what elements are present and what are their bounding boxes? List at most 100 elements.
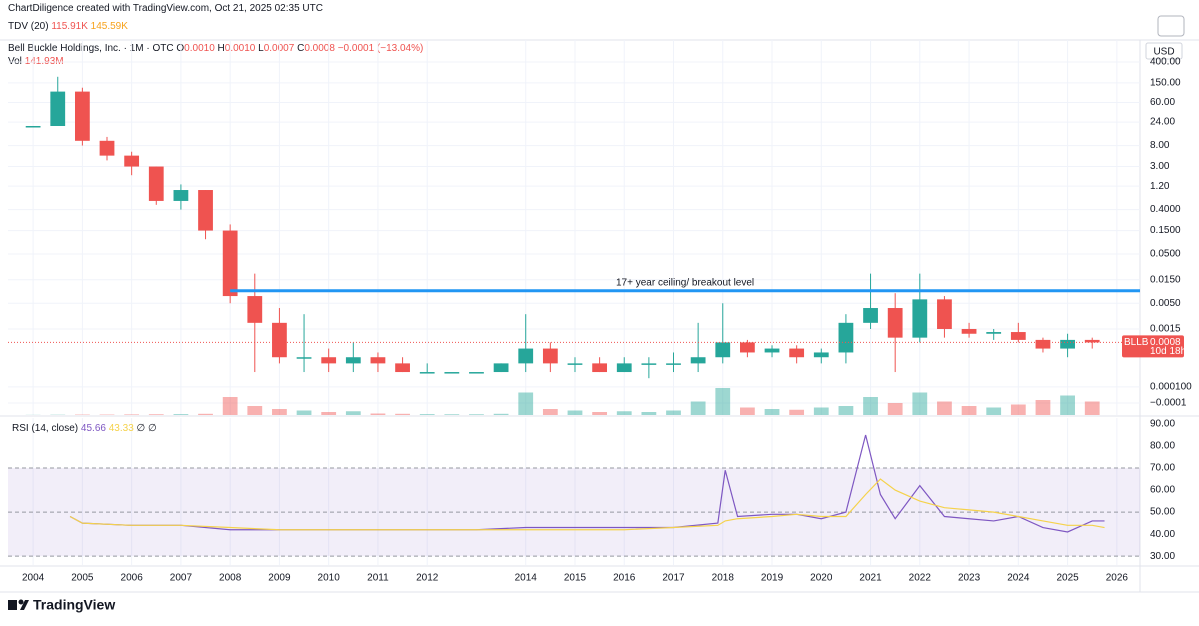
candle-body: [542, 348, 558, 364]
volume-bar: [370, 413, 386, 415]
symbol: Bell Buckle Holdings, Inc. · 1M · OTC: [8, 43, 174, 54]
candle-body: [296, 357, 312, 359]
change: −0.0001 (−13.04%): [337, 43, 424, 54]
candle-body: [961, 328, 977, 334]
candle-body: [887, 308, 903, 338]
x-tick-label: 2025: [1056, 573, 1079, 584]
x-tick-label: 2021: [859, 573, 882, 584]
y-tick-label: 400.00: [1150, 57, 1181, 68]
x-tick-label: 2018: [712, 573, 735, 584]
volume-bar: [937, 401, 952, 415]
volume-bar: [592, 412, 608, 415]
volume-bar: [986, 407, 1002, 415]
ohlc-key: C: [297, 43, 305, 54]
volume-bar: [789, 409, 805, 415]
volume-bar: [493, 413, 509, 415]
volume-bar: [469, 414, 484, 415]
volume-bar: [148, 414, 164, 415]
volume-bar: [518, 392, 534, 415]
y-tick-label: 0.0015: [1150, 324, 1181, 335]
candle-body: [641, 363, 657, 365]
volume-bar: [198, 413, 213, 415]
candle-body: [592, 363, 608, 373]
rsi-tick-label: 40.00: [1150, 529, 1175, 540]
candle-body: [74, 91, 90, 141]
fullscreen-button[interactable]: [1157, 15, 1185, 37]
y-tick-label: 0.1500: [1150, 225, 1181, 236]
x-tick-label: 2022: [909, 573, 932, 584]
volume-bar: [690, 401, 706, 415]
rsi-tick-label: 30.00: [1150, 551, 1175, 562]
candle-body: [813, 352, 829, 358]
volume-bar: [222, 397, 238, 415]
annotation: 17+ year ceiling/ breakout level: [616, 277, 754, 288]
volume-bar: [666, 410, 681, 415]
volume-bar: [173, 414, 189, 415]
candle-body: [198, 190, 213, 231]
volume-bar: [740, 407, 755, 415]
candle-body: [370, 357, 386, 364]
rsi-tick-label: 80.00: [1150, 441, 1175, 452]
candle-body: [838, 322, 854, 353]
volume-bar: [1060, 395, 1075, 415]
y-tick-label: 3.00: [1150, 161, 1170, 172]
candle-body: [419, 372, 435, 374]
x-tick-label: 2007: [170, 573, 193, 584]
candle-body: [222, 230, 238, 297]
rsi-legend-item: 43.33: [109, 423, 134, 434]
tdv-legend: TDV (20) 115.91K 145.59K: [8, 21, 128, 32]
volume-bar: [912, 392, 928, 415]
volume-bar: [542, 409, 558, 415]
rsi-legend-item: ∅: [148, 423, 157, 434]
candle-body: [690, 357, 706, 364]
last-price: 0.0008: [1150, 337, 1181, 348]
candle-body: [1084, 339, 1100, 343]
credit: ChartDiligence created with TradingView.…: [8, 3, 323, 14]
candle-body: [321, 357, 337, 364]
volume-bar: [1035, 400, 1051, 415]
candle-body: [715, 342, 731, 358]
volume-bar: [419, 414, 435, 415]
currency-box: [1145, 42, 1183, 60]
volume-bar: [1010, 404, 1026, 415]
ticker: BLLB: [1124, 337, 1149, 348]
volume-bar: [567, 410, 583, 415]
volume-bar: [444, 414, 460, 415]
x-tick-label: 2019: [761, 573, 784, 584]
y-tick-label: 150.00: [1150, 78, 1181, 89]
candle-body: [173, 190, 189, 201]
volume-bar: [1084, 401, 1100, 415]
volume-bar: [296, 410, 312, 415]
rsi-tick-label: 60.00: [1150, 485, 1175, 496]
candle-body: [863, 308, 878, 323]
candle-body: [444, 372, 460, 374]
volume-bar: [838, 406, 854, 415]
x-tick-label: 2020: [810, 573, 833, 584]
rsi-line: [69, 478, 1105, 531]
volume-bar: [616, 411, 632, 415]
y-tick-label: 1.20: [1150, 181, 1170, 192]
tdv-value: 145.59K: [90, 21, 128, 32]
y-tick-label: 60.00: [1150, 97, 1175, 108]
y-tick-label: 8.00: [1150, 140, 1170, 151]
x-tick-label: 2008: [219, 573, 242, 584]
y-tick-label: −0.0001: [1150, 398, 1187, 409]
rsi-band: [8, 468, 1140, 557]
tdv-value: 115.91K: [51, 21, 88, 32]
volume-bar: [813, 407, 829, 415]
candle-body: [272, 322, 287, 358]
x-tick-label: 2012: [416, 573, 439, 584]
candle-body: [124, 155, 140, 167]
y-tick-label: 0.0500: [1150, 249, 1181, 260]
volume-bar: [395, 413, 410, 415]
volume-bar: [715, 388, 731, 415]
y-tick-label: 0.4000: [1150, 204, 1181, 215]
x-tick-label: 2011: [367, 573, 389, 584]
candle-body: [395, 363, 410, 373]
volume-bar: [124, 414, 140, 415]
x-tick-label: 2016: [613, 573, 636, 584]
candle-body: [740, 342, 755, 353]
y-tick-label: 0.000100: [1150, 381, 1192, 392]
